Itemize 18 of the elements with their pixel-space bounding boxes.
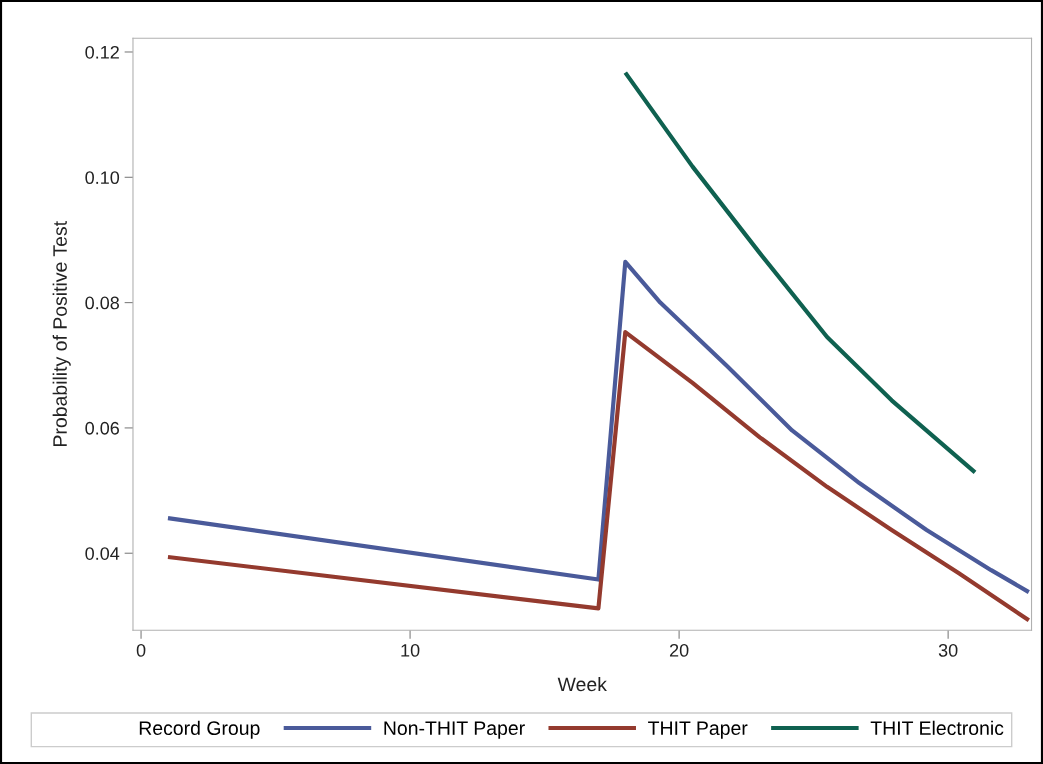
legend-label: THIT Paper — [648, 721, 748, 739]
line-series — [165, 259, 1031, 595]
y-tick-label: 0.08 — [85, 296, 120, 310]
legend-label: THIT Electronic — [870, 720, 1004, 736]
x-tick-label: 10 — [401, 643, 420, 657]
y-tick-label: 0.10 — [85, 171, 120, 185]
x-tick-label: 30 — [938, 643, 958, 657]
x-tick-label: 0 — [136, 643, 146, 657]
line-series — [623, 70, 978, 475]
x-axis-title: Week — [557, 676, 607, 692]
y-tick-label: 0.04 — [85, 547, 120, 560]
x-tick-label: 20 — [669, 643, 689, 657]
line-series — [165, 329, 1031, 623]
y-tick-label: 0.06 — [85, 421, 119, 435]
y-axis-title: Probability of Positive Test — [52, 221, 71, 446]
legend-title: Record Group — [139, 720, 260, 739]
y-tick-label: 0.12 — [85, 45, 119, 59]
legend-label: Non-THIT Paper — [384, 721, 525, 739]
